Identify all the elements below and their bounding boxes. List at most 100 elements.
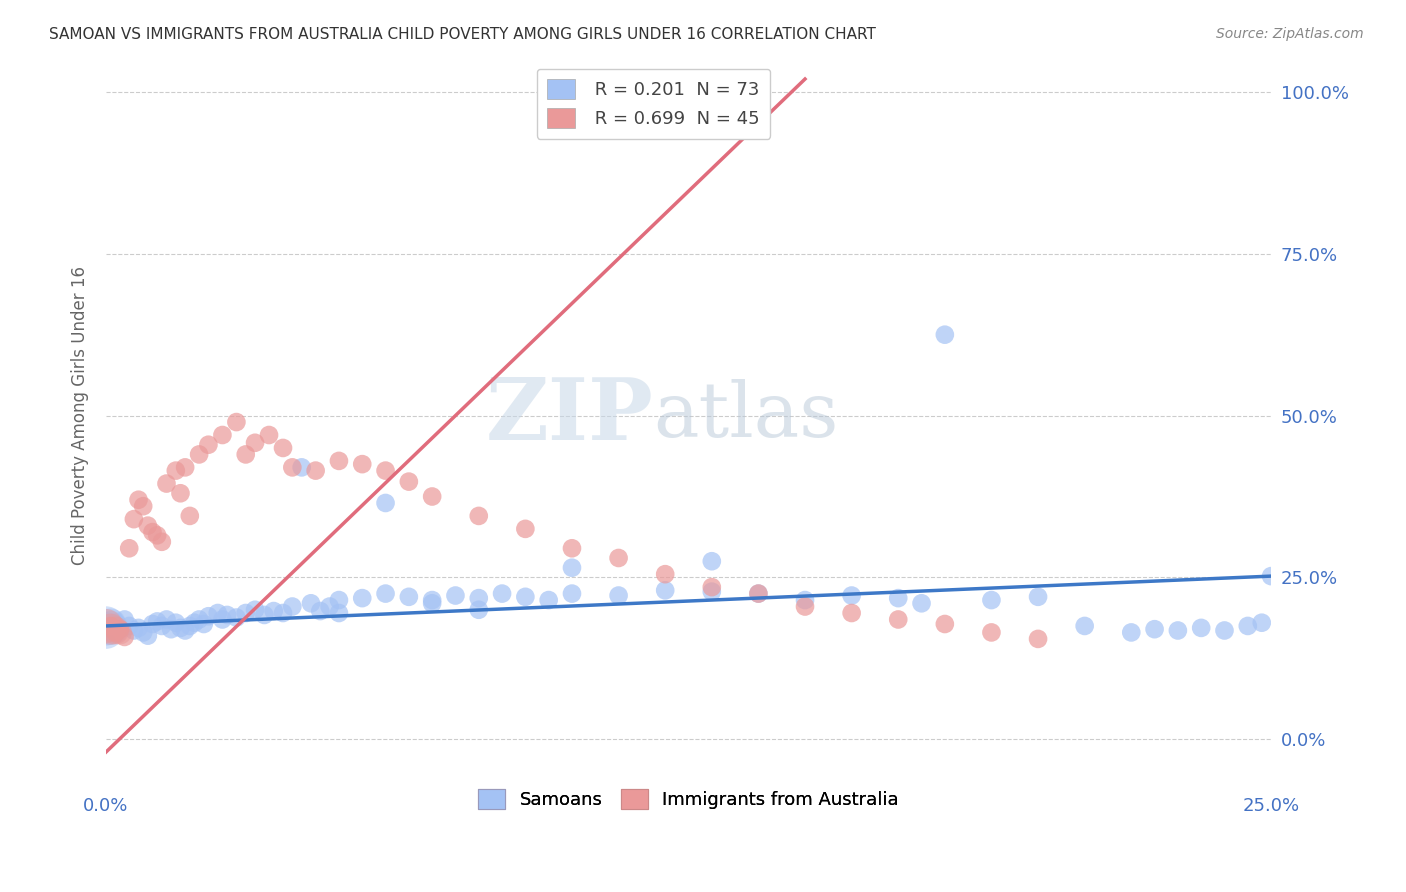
Point [235, 447, 257, 461]
Point [104, 625, 127, 640]
Point [118, 619, 141, 633]
Point [100, 617, 122, 632]
Point [291, 460, 314, 475]
Point [271, 441, 294, 455]
Text: Source: ZipAtlas.com: Source: ZipAtlas.com [1216, 27, 1364, 41]
Point [1167, 624, 1189, 638]
Point [444, 589, 467, 603]
Point [100, 619, 122, 633]
Point [328, 606, 350, 620]
Point [398, 590, 420, 604]
Point [128, 621, 150, 635]
Point [468, 508, 491, 523]
Point [398, 475, 420, 489]
Point [1026, 590, 1049, 604]
Point [146, 615, 169, 629]
Point [318, 599, 340, 614]
Text: ZIP: ZIP [486, 374, 654, 458]
Point [561, 586, 583, 600]
Point [94, 624, 117, 638]
Point [281, 599, 304, 614]
Point [122, 512, 145, 526]
Point [747, 586, 769, 600]
Point [747, 586, 769, 600]
Point [235, 606, 257, 620]
Point [217, 607, 239, 622]
Point [118, 541, 141, 556]
Point [257, 428, 280, 442]
Point [607, 589, 630, 603]
Point [155, 612, 177, 626]
Point [700, 554, 723, 568]
Text: 0.0%: 0.0% [83, 797, 128, 815]
Point [841, 589, 863, 603]
Point [243, 603, 266, 617]
Point [197, 609, 219, 624]
Point [253, 607, 276, 622]
Point [468, 603, 491, 617]
Point [887, 612, 910, 626]
Point [1073, 619, 1095, 633]
Text: atlas: atlas [654, 378, 839, 452]
Point [136, 629, 159, 643]
Point [100, 621, 122, 635]
Point [910, 596, 932, 610]
Point [243, 435, 266, 450]
Point [225, 610, 247, 624]
Point [146, 528, 169, 542]
Point [299, 596, 322, 610]
Point [193, 617, 215, 632]
Point [188, 612, 211, 626]
Point [1260, 569, 1282, 583]
Point [515, 522, 537, 536]
Point [1189, 621, 1212, 635]
Point [468, 591, 491, 606]
Point [165, 615, 187, 630]
Point [104, 624, 127, 638]
Point [1236, 619, 1258, 633]
Point [980, 593, 1002, 607]
Point [420, 490, 443, 504]
Point [271, 606, 294, 620]
Point [183, 615, 205, 630]
Point [141, 525, 163, 540]
Point [165, 464, 187, 478]
Point [94, 619, 117, 633]
Point [374, 496, 396, 510]
Point [1026, 632, 1049, 646]
Point [281, 460, 304, 475]
Point [104, 622, 127, 636]
Legend: Samoans, Immigrants from Australia: Samoans, Immigrants from Australia [471, 781, 905, 816]
Point [108, 622, 131, 636]
Point [304, 464, 326, 478]
Point [561, 541, 583, 556]
Point [309, 604, 332, 618]
Point [263, 604, 285, 618]
Point [700, 584, 723, 599]
Point [887, 591, 910, 606]
Point [114, 630, 136, 644]
Point [374, 586, 396, 600]
Point [108, 625, 131, 640]
Point [515, 590, 537, 604]
Point [122, 624, 145, 638]
Point [174, 624, 197, 638]
Point [491, 586, 513, 600]
Point [420, 593, 443, 607]
Text: 25.0%: 25.0% [1243, 797, 1299, 815]
Point [934, 327, 956, 342]
Point [1143, 622, 1166, 636]
Y-axis label: Child Poverty Among Girls Under 16: Child Poverty Among Girls Under 16 [72, 266, 89, 566]
Point [100, 622, 122, 636]
Point [607, 551, 630, 566]
Point [1121, 625, 1143, 640]
Text: SAMOAN VS IMMIGRANTS FROM AUSTRALIA CHILD POVERTY AMONG GIRLS UNDER 16 CORRELATI: SAMOAN VS IMMIGRANTS FROM AUSTRALIA CHIL… [49, 27, 876, 42]
Point [155, 476, 177, 491]
Point [136, 518, 159, 533]
Point [100, 619, 122, 633]
Point [132, 625, 155, 640]
Point [841, 606, 863, 620]
Point [188, 447, 211, 461]
Point [934, 617, 956, 632]
Point [114, 612, 136, 626]
